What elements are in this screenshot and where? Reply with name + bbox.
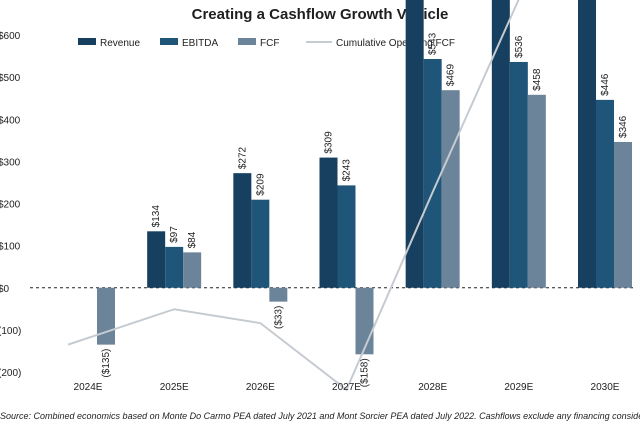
bar-revenue <box>147 231 166 288</box>
x-tick-label: 2029E <box>504 382 533 393</box>
y-tick-label: $600 <box>0 31 21 42</box>
bar-value-label: $209 <box>255 173 266 196</box>
bar-fcf <box>269 287 288 302</box>
bar-value-label: $272 <box>237 146 248 169</box>
bar-fcf <box>441 90 460 288</box>
bar-value-label: $309 <box>324 131 335 154</box>
bar-value-label: $469 <box>446 63 457 86</box>
legend-swatch <box>78 38 96 45</box>
legend-label: FCF <box>260 38 279 49</box>
bar-ebitda <box>251 199 270 288</box>
bar-ebitda <box>596 99 614 288</box>
bar-value-label: $536 <box>514 35 525 58</box>
bar-revenue <box>233 173 252 288</box>
x-tick-label: 2024E <box>74 382 103 393</box>
y-tick-label: $0 <box>0 284 10 295</box>
y-tick-label: (100) <box>0 326 21 337</box>
y-tick-label: $200 <box>0 200 21 211</box>
legend-label: Cumulative Operating FCF <box>336 38 455 49</box>
y-tick-label: (200) <box>0 368 21 379</box>
x-tick-label: 2025E <box>160 382 189 393</box>
bars <box>97 0 632 355</box>
bar-value-label: $458 <box>532 68 543 91</box>
chart-title: Creating a Cashflow Growth Vehicle <box>191 6 449 23</box>
source-note: Source: Combined economics based on Mont… <box>0 411 640 421</box>
bar-value-label: $97 <box>169 226 180 243</box>
cumulative-fcf-line <box>67 0 520 392</box>
x-tick-label: 2027E <box>332 382 361 393</box>
legend-label: EBITDA <box>182 38 218 49</box>
y-tick-label: $500 <box>0 73 21 84</box>
bar-value-label: ($33) <box>273 306 284 329</box>
bar-fcf <box>527 94 546 288</box>
bar-revenue <box>491 0 510 288</box>
bar-value-label: $446 <box>600 73 611 96</box>
legend-swatch <box>160 38 178 45</box>
x-tick-label: 2028E <box>418 382 447 393</box>
bar-value-label: $243 <box>342 159 353 182</box>
cumulative-line <box>67 0 520 392</box>
bar-ebitda <box>509 61 528 288</box>
legend-label: Revenue <box>100 38 140 49</box>
legend: Revenue EBITDA FCF Cumulative Operating FCF <box>78 38 455 49</box>
bar-fcf <box>183 252 202 288</box>
bar-revenue <box>578 0 596 288</box>
x-tick-label: 2030E <box>591 382 620 393</box>
bar-value-label: $84 <box>187 231 198 248</box>
bar-fcf <box>614 141 632 288</box>
bar-value-label: $346 <box>618 115 629 138</box>
bar-ebitda <box>423 59 442 288</box>
bar-revenue <box>405 0 424 288</box>
data-labels: $134$272$309$928$903$866$97$209$243$543$… <box>101 32 629 387</box>
bar-ebitda <box>337 185 356 288</box>
y-tick-label: $400 <box>0 115 21 126</box>
bar-value-label: $134 <box>151 205 162 228</box>
y-tick-label: $300 <box>0 157 21 168</box>
bar-ebitda <box>165 246 184 288</box>
legend-swatch <box>238 38 256 45</box>
bar-value-label: ($135) <box>101 349 112 378</box>
bar-value-label: ($158) <box>360 358 371 387</box>
bar-value-label: $543 <box>428 32 439 55</box>
bar-revenue <box>319 157 338 288</box>
bar-fcf <box>97 287 115 345</box>
x-axis: 2024E 2025E 2026E 2027E 2028E 2029E 2030E <box>74 382 620 393</box>
bar-fcf <box>355 287 374 355</box>
y-tick-label: $100 <box>0 242 21 253</box>
x-tick-label: 2026E <box>246 382 275 393</box>
